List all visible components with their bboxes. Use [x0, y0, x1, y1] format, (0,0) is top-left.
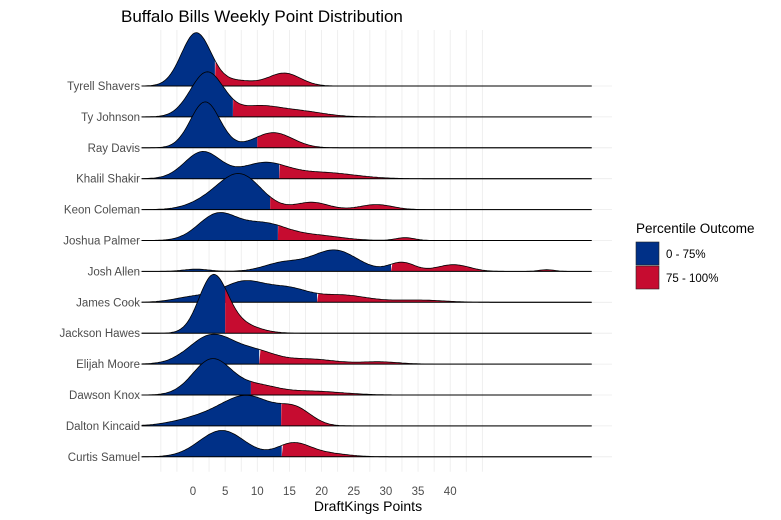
- y-axis-label: Curtis Samuel: [68, 452, 140, 464]
- x-tick-label: 10: [251, 486, 264, 498]
- ridge-area-75-100: [279, 164, 592, 179]
- y-axis-label: Dalton Kincaid: [66, 421, 140, 433]
- x-tick-label: 5: [222, 486, 228, 498]
- ridge-area-0-75: [141, 395, 282, 426]
- ridge-area-0-75: [141, 430, 282, 457]
- ridge-jackson-hawes: [141, 273, 592, 334]
- ridge-curtis-samuel: [141, 430, 592, 458]
- ridge-ray-davis: [141, 101, 592, 149]
- x-tick-label: 15: [283, 486, 296, 498]
- y-axis-label: Elijah Moore: [76, 359, 140, 371]
- ridge-area-75-100: [259, 349, 592, 365]
- legend: Percentile Outcome 0 - 75% 75 - 100%: [635, 221, 755, 290]
- ridge-area-0-75: [141, 280, 318, 303]
- y-axis-label: Jackson Hawes: [59, 328, 140, 340]
- ridge-area-0-75: [141, 173, 271, 210]
- ridge-area-0-75: [141, 101, 258, 148]
- y-axis-label: Ty Johnson: [81, 112, 140, 124]
- y-axis-label: Ray Davis: [88, 143, 141, 155]
- legend-title: Percentile Outcome: [636, 221, 755, 236]
- ridge-joshua-palmer: [141, 212, 592, 241]
- ridge-area-75-100: [281, 403, 592, 426]
- ridge-area-75-100: [270, 196, 592, 210]
- ridges: [141, 32, 592, 458]
- y-axis-label: Joshua Palmer: [63, 236, 140, 248]
- x-tick-label: 30: [380, 486, 393, 498]
- x-axis-ticks: 0 5 10 15 20 25 30 35 40: [190, 486, 457, 498]
- chart-title: Buffalo Bills Weekly Point Distribution: [121, 7, 403, 26]
- ridge-area-75-100: [257, 132, 592, 148]
- ridge-area-0-75: [141, 249, 391, 272]
- y-axis-label: Tyrell Shavers: [67, 81, 140, 93]
- ridge-keon-coleman: [141, 173, 592, 211]
- ridge-area-75-100: [250, 381, 592, 395]
- ridge-area-0-75: [141, 32, 215, 86]
- y-axis-labels: Tyrell Shavers Ty Johnson Ray Davis Khalil …: [59, 81, 140, 464]
- y-axis-label: Dawson Knox: [69, 390, 140, 402]
- ridge-area-75-100: [281, 442, 592, 457]
- x-tick-label: 40: [444, 486, 457, 498]
- legend-swatch-75-100: [635, 265, 660, 290]
- ridge-area-75-100: [317, 293, 592, 303]
- x-tick-label: 0: [190, 486, 196, 498]
- y-axis-label: Keon Coleman: [64, 205, 140, 217]
- legend-swatch-0-75: [635, 241, 660, 266]
- x-tick-label: 20: [315, 486, 328, 498]
- ridge-dalton-kincaid: [141, 394, 592, 427]
- y-axis-label: Josh Allen: [88, 266, 140, 278]
- ridge-josh-allen: [141, 249, 592, 272]
- y-axis-label: James Cook: [76, 297, 140, 309]
- ridge-area-75-100: [214, 61, 592, 86]
- ridge-area-75-100: [232, 99, 592, 117]
- ridge-khalil-shakir: [141, 150, 592, 180]
- ridge-area-0-75: [141, 334, 260, 365]
- ridge-area-75-100: [277, 225, 592, 241]
- ridge-area-0-75: [141, 358, 251, 395]
- legend-label-75-100: 75 - 100%: [666, 273, 718, 285]
- ridge-area-75-100: [391, 262, 592, 272]
- x-axis-title: DraftKings Points: [314, 498, 422, 514]
- ridge-area-0-75: [141, 274, 226, 334]
- ridge-area-0-75: [141, 151, 280, 179]
- ridge-dawson-knox: [141, 358, 592, 396]
- legend-label-0-75: 0 - 75%: [666, 249, 706, 261]
- x-tick-label: 25: [347, 486, 360, 498]
- y-axis-label: Khalil Shakir: [76, 174, 140, 186]
- x-tick-label: 35: [412, 486, 425, 498]
